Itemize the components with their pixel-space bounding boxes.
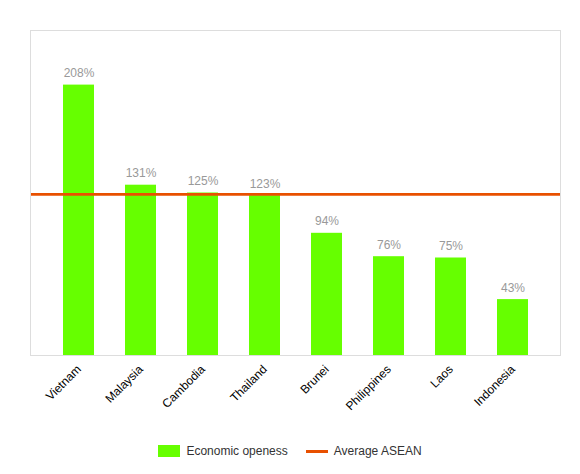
svg-text:125%: 125% [188,174,219,188]
svg-text:Malaysia: Malaysia [102,362,146,406]
svg-text:94%: 94% [315,214,339,228]
svg-text:76%: 76% [377,238,401,252]
svg-text:123%: 123% [250,177,281,191]
svg-text:Laos: Laos [428,362,456,390]
svg-text:Philippines: Philippines [343,362,394,413]
svg-text:Cambodia: Cambodia [159,362,208,411]
svg-text:131%: 131% [126,166,157,180]
html-text:Economic openess: Economic openess [186,444,288,458]
svg-text:Thailand: Thailand [227,362,269,404]
html-text:Average ASEAN: Average ASEAN [333,444,422,458]
svg-text:75%: 75% [439,239,463,253]
svg-text:Indonesia: Indonesia [471,362,518,409]
svg-text:Vietnam: Vietnam [43,362,84,403]
svg-text:43%: 43% [501,281,525,295]
svg-text:208%: 208% [64,66,95,80]
svg-text:Brunei: Brunei [297,362,331,396]
